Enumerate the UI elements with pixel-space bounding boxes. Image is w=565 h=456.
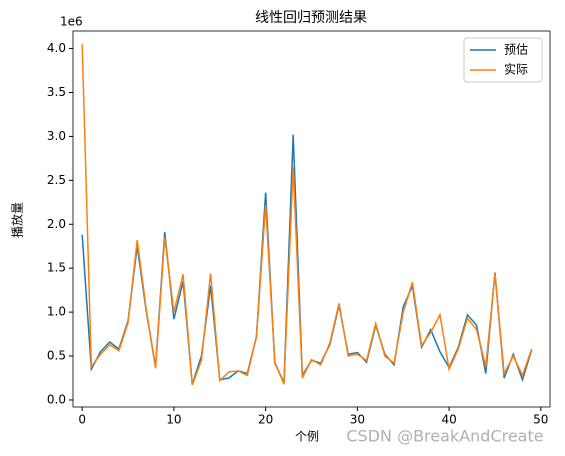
- y-tick-label: 2.5: [47, 173, 66, 187]
- watermark: CSDN @BreakAndCreate: [346, 427, 543, 446]
- x-axis-label: 个例: [295, 430, 319, 444]
- y-tick-label: 3.5: [47, 85, 66, 99]
- x-tick-label: 0: [78, 413, 86, 427]
- y-tick-label: 1.5: [47, 261, 66, 275]
- legend-label: 实际: [504, 62, 528, 77]
- legend-box: [463, 37, 543, 83]
- y-tick-label: 4.0: [47, 41, 66, 55]
- y-axis-label: 播放量: [10, 202, 25, 238]
- axes-frame: [72, 30, 551, 408]
- x-tick-label: 50: [533, 413, 548, 427]
- series-line: [81, 44, 533, 386]
- y-offset-label: 1e6: [60, 15, 83, 29]
- y-tick-label: 1.0: [47, 305, 66, 319]
- x-tick-label: 30: [350, 413, 365, 427]
- y-tick-label: 0.5: [47, 349, 66, 363]
- y-tick-label: 0.0: [47, 392, 66, 406]
- chart-title: 线性回归预测结果: [255, 9, 367, 26]
- series-line: [81, 134, 533, 385]
- x-tick-label: 10: [166, 413, 181, 427]
- y-tick-label: 2.0: [47, 217, 66, 231]
- x-tick-label: 40: [441, 413, 456, 427]
- y-tick-label: 3.0: [47, 129, 66, 143]
- x-tick-label: 20: [258, 413, 273, 427]
- legend-label: 预估: [504, 43, 528, 57]
